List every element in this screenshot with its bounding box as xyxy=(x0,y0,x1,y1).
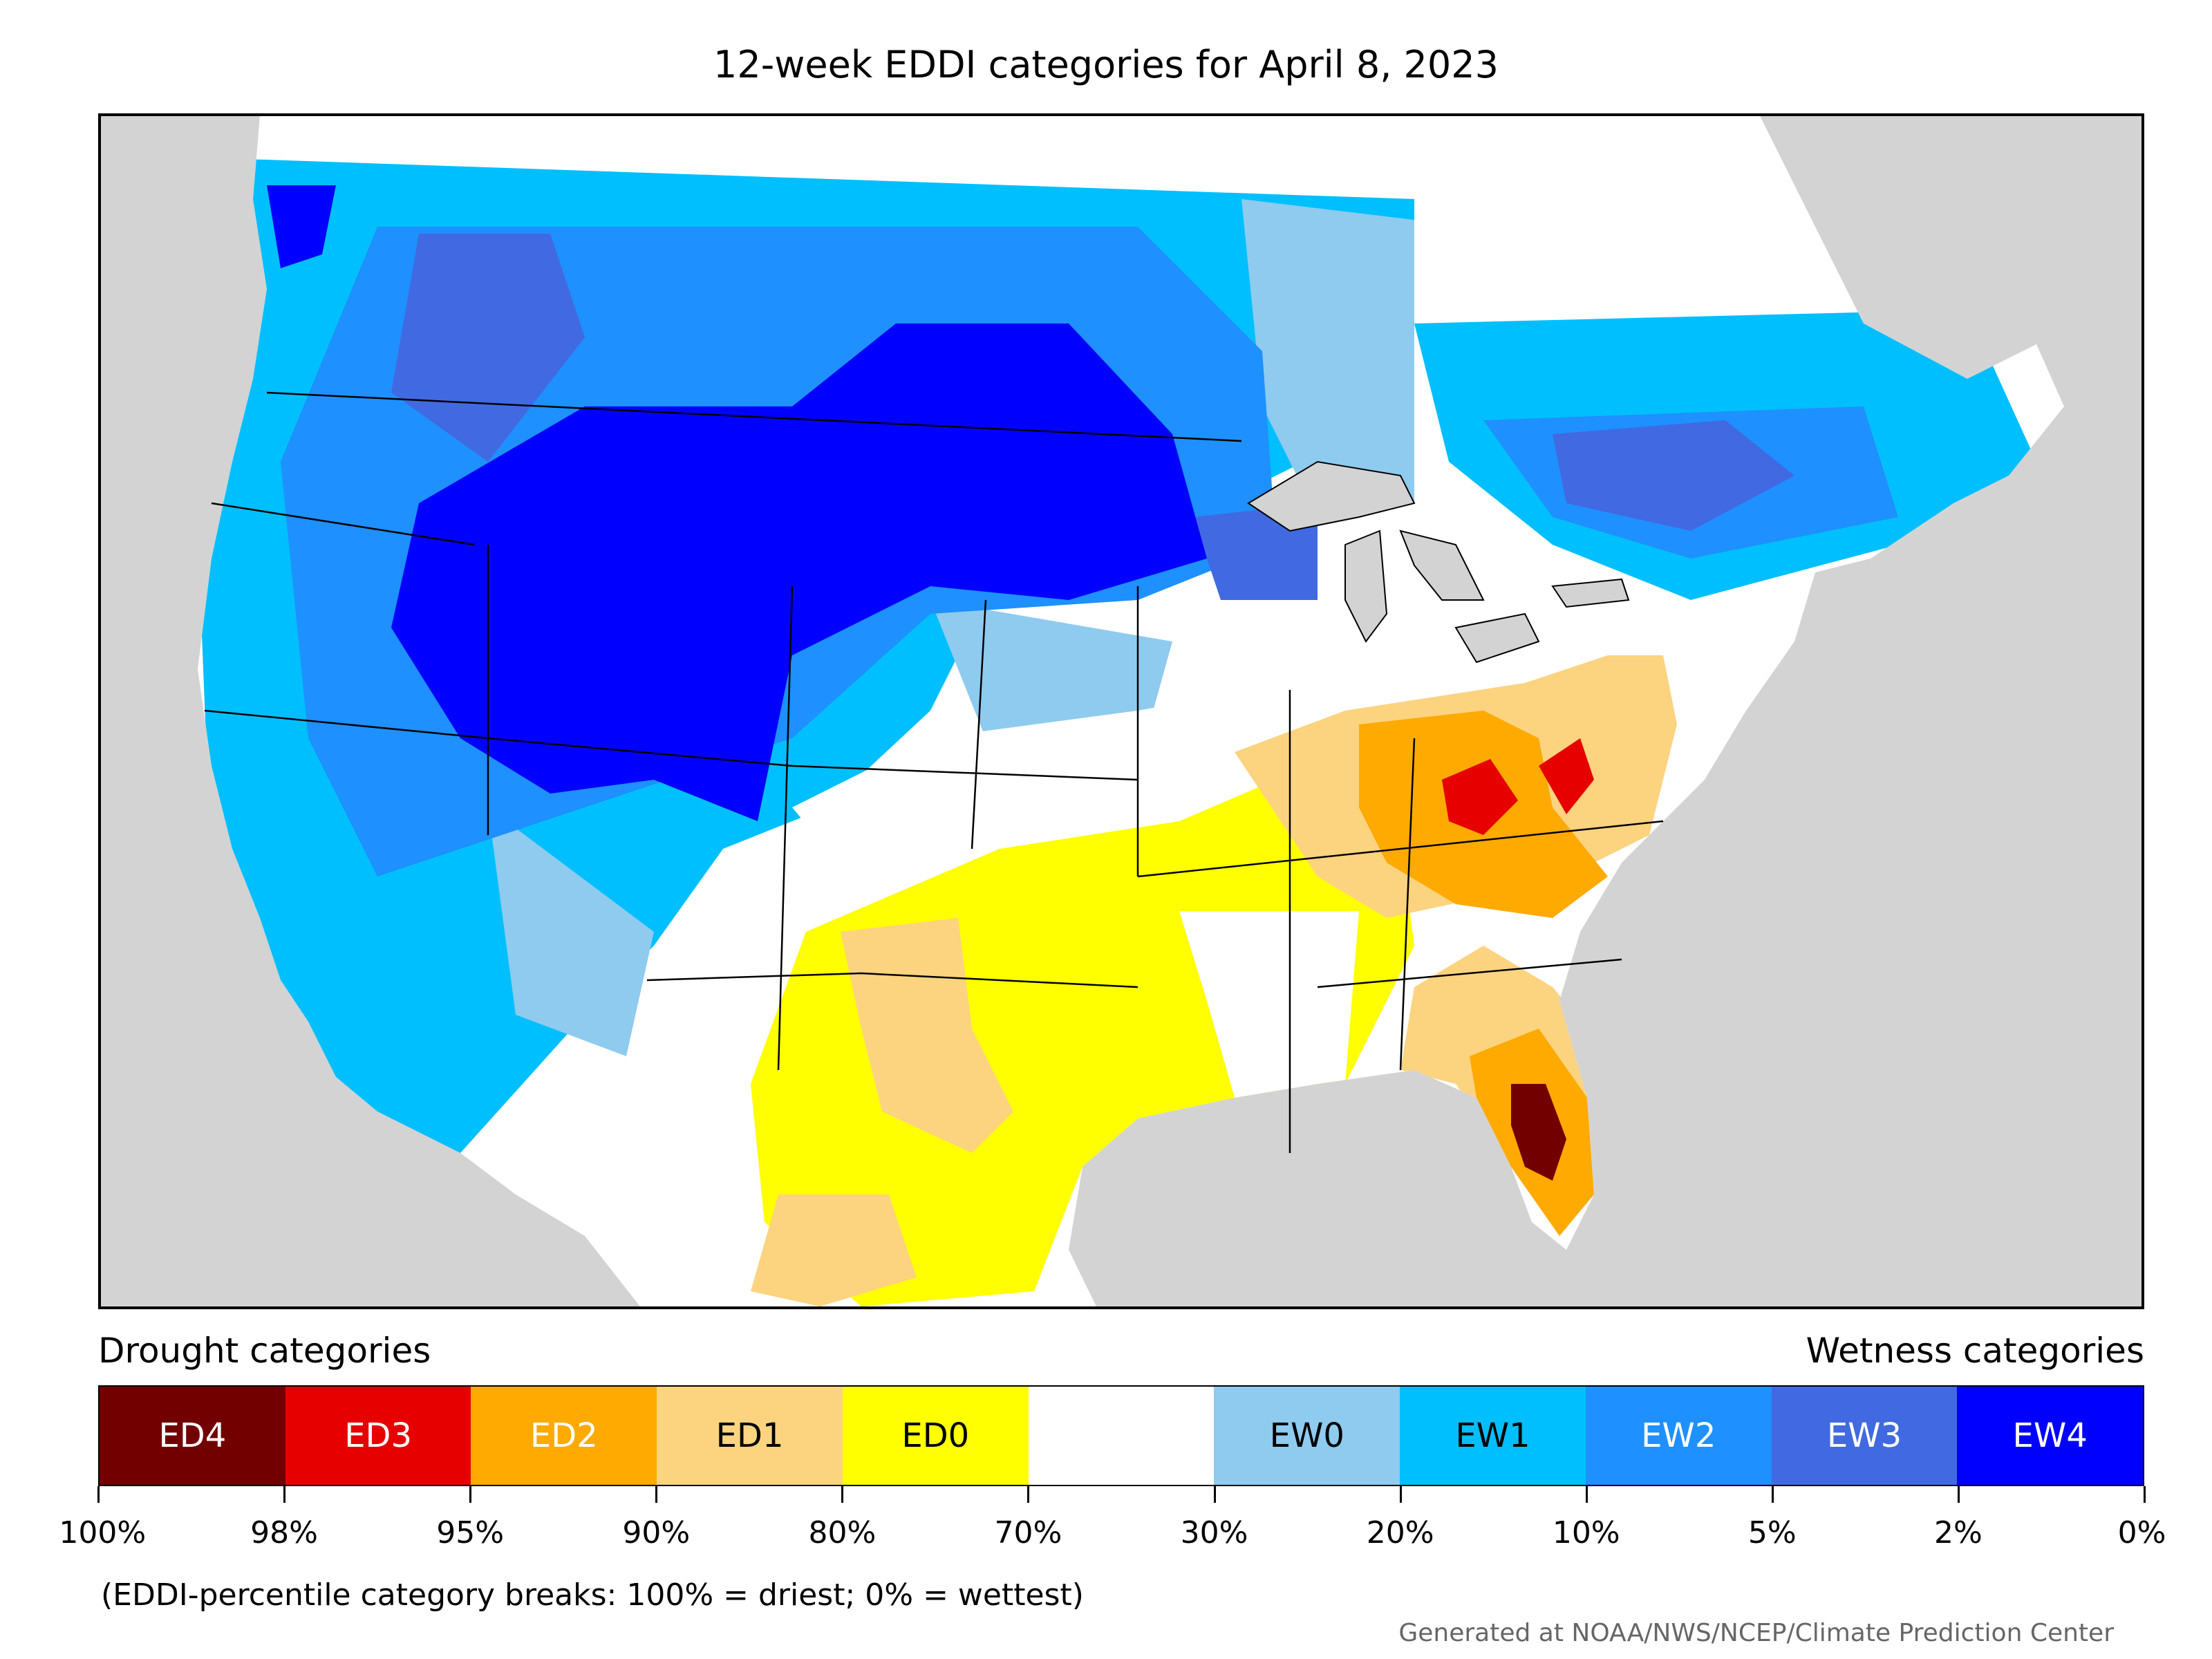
colorbar-tick xyxy=(1213,1486,1216,1503)
tick-label: 30% xyxy=(1180,1515,1248,1550)
category-swatch: ED0 xyxy=(842,1387,1029,1485)
category-swatch: EW0 xyxy=(1214,1387,1400,1485)
category-note: (EDDI-percentile category breaks: 100% =… xyxy=(101,1577,1084,1613)
colorbar-tick xyxy=(469,1486,472,1503)
great-lakes xyxy=(1247,460,1630,664)
tick-label: 2% xyxy=(1934,1515,1983,1550)
state-borders xyxy=(204,391,1664,1153)
category-swatch: EW1 xyxy=(1400,1387,1586,1485)
colorbar-tick xyxy=(283,1486,286,1503)
eddi-map xyxy=(98,113,2144,1309)
colorbar-tick xyxy=(1585,1486,1588,1503)
category-swatch: ED1 xyxy=(657,1387,843,1485)
category-swatch: ED3 xyxy=(285,1387,471,1485)
tick-label: 70% xyxy=(994,1515,1062,1550)
colorbar-tick xyxy=(1027,1486,1030,1503)
tick-label: 100% xyxy=(59,1515,147,1550)
map-title: 12-week EDDI categories for April 8, 202… xyxy=(713,43,1499,86)
colorbar-ticks xyxy=(97,1486,2146,1503)
drought-categories-heading: Drought categories xyxy=(98,1331,431,1371)
tick-label: 95% xyxy=(436,1515,505,1550)
category-swatch: EW3 xyxy=(1771,1387,1958,1485)
colorbar-tick xyxy=(2144,1486,2146,1503)
colorbar-tick xyxy=(1399,1486,1402,1503)
wetness-categories-heading: Wetness categories xyxy=(1806,1331,2144,1371)
category-colorbar: ED4 ED3 ED2 ED1 ED0 EW0 EW1 EW2 EW3 EW4 xyxy=(98,1385,2144,1486)
tick-label: 98% xyxy=(250,1515,318,1550)
colorbar-tick xyxy=(1957,1486,1960,1503)
colorbar-tick xyxy=(841,1486,844,1503)
colorbar-tick xyxy=(1771,1486,1774,1503)
credit-line: Generated at NOAA/NWS/NCEP/Climate Predi… xyxy=(1398,1619,2114,1647)
category-swatch: ED4 xyxy=(100,1387,285,1485)
tick-label: 0% xyxy=(2117,1515,2166,1550)
tick-label: 20% xyxy=(1366,1515,1434,1550)
category-swatch: ED2 xyxy=(471,1387,657,1485)
category-swatch: EW2 xyxy=(1585,1387,1772,1485)
colorbar-tick xyxy=(97,1486,100,1503)
category-swatch xyxy=(1028,1387,1215,1485)
category-swatch: EW4 xyxy=(1957,1387,2144,1485)
tick-label: 80% xyxy=(808,1515,877,1550)
tick-label: 5% xyxy=(1747,1515,1797,1550)
tick-label: 10% xyxy=(1552,1515,1620,1550)
colorbar-tick xyxy=(655,1486,658,1503)
map-canvas xyxy=(198,116,2064,1306)
tick-label: 90% xyxy=(622,1515,691,1550)
